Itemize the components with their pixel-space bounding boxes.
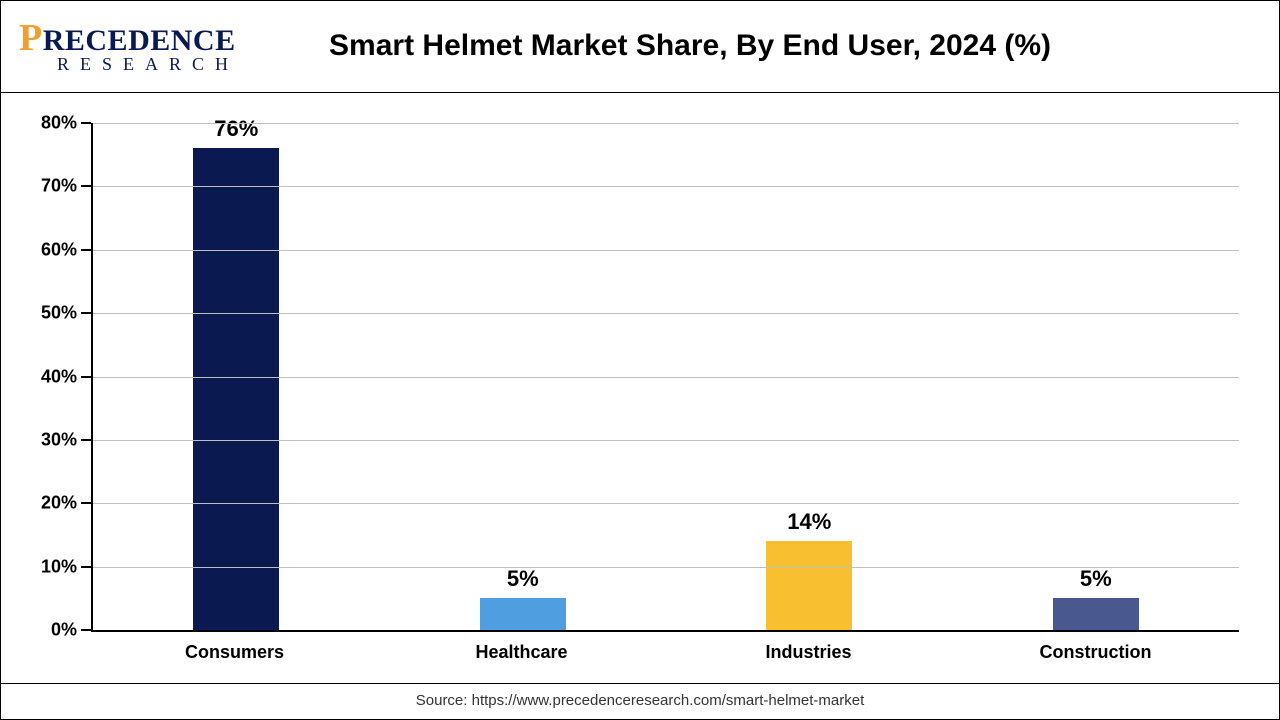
y-tick-label: 20% <box>41 493 77 514</box>
y-tick <box>81 629 91 631</box>
logo: PRECEDENCE RESEARCH <box>19 19 239 73</box>
chart-container: PRECEDENCE RESEARCH Smart Helmet Market … <box>0 0 1280 720</box>
logo-subword: RESEARCH <box>57 55 239 73</box>
grid-line <box>93 377 1239 378</box>
header: PRECEDENCE RESEARCH Smart Helmet Market … <box>1 1 1279 93</box>
y-tick <box>81 376 91 378</box>
bar-value-label: 5% <box>1080 566 1112 592</box>
grid-line <box>93 313 1239 314</box>
logo-p-orange: P <box>19 19 43 57</box>
y-tick <box>81 312 91 314</box>
bar-value-label: 76% <box>214 116 258 142</box>
chart-panel: 76% 5% 14% 5% 0% 10% 20% 30% 40% 50% 60% 70% 80% Co… <box>1 93 1279 684</box>
bar: 5% <box>1053 598 1139 630</box>
bar-value-label: 14% <box>787 509 831 535</box>
bar: 5% <box>480 598 566 630</box>
y-tick-label: 70% <box>41 176 77 197</box>
grid-line <box>93 250 1239 251</box>
y-tick-label: 80% <box>41 113 77 134</box>
y-tick-label: 40% <box>41 366 77 387</box>
y-tick-label: 10% <box>41 556 77 577</box>
y-tick <box>81 439 91 441</box>
y-tick <box>81 566 91 568</box>
grid-line <box>93 123 1239 124</box>
y-tick-label: 30% <box>41 429 77 450</box>
grid-line <box>93 567 1239 568</box>
grid-line <box>93 440 1239 441</box>
y-tick-label: 60% <box>41 239 77 260</box>
source-text: Source: https://www.precedenceresearch.c… <box>1 684 1279 719</box>
logo-wordmark: PRECEDENCE <box>19 19 239 57</box>
x-axis-labels: ConsumersHealthcareIndustriesConstructio… <box>91 642 1239 663</box>
x-axis-label: Construction <box>952 642 1239 663</box>
y-tick-label: 0% <box>51 620 77 641</box>
y-tick <box>81 185 91 187</box>
x-axis-label: Healthcare <box>378 642 665 663</box>
bar: 76% <box>193 148 279 630</box>
logo-rest-navy: RECEDENCE <box>43 24 236 57</box>
y-tick <box>81 502 91 504</box>
grid-line <box>93 186 1239 187</box>
grid-line <box>93 503 1239 504</box>
bar-value-label: 5% <box>507 566 539 592</box>
plot-area: 76%5%14%5% 0%10%20%30%40%50%60%70%80% <box>91 123 1239 632</box>
y-tick <box>81 249 91 251</box>
chart-title: Smart Helmet Market Share, By End User, … <box>239 29 1141 63</box>
x-axis-label: Industries <box>665 642 952 663</box>
bar: 14% <box>766 541 852 630</box>
x-axis-label: Consumers <box>91 642 378 663</box>
y-tick-label: 50% <box>41 303 77 324</box>
y-tick <box>81 122 91 124</box>
